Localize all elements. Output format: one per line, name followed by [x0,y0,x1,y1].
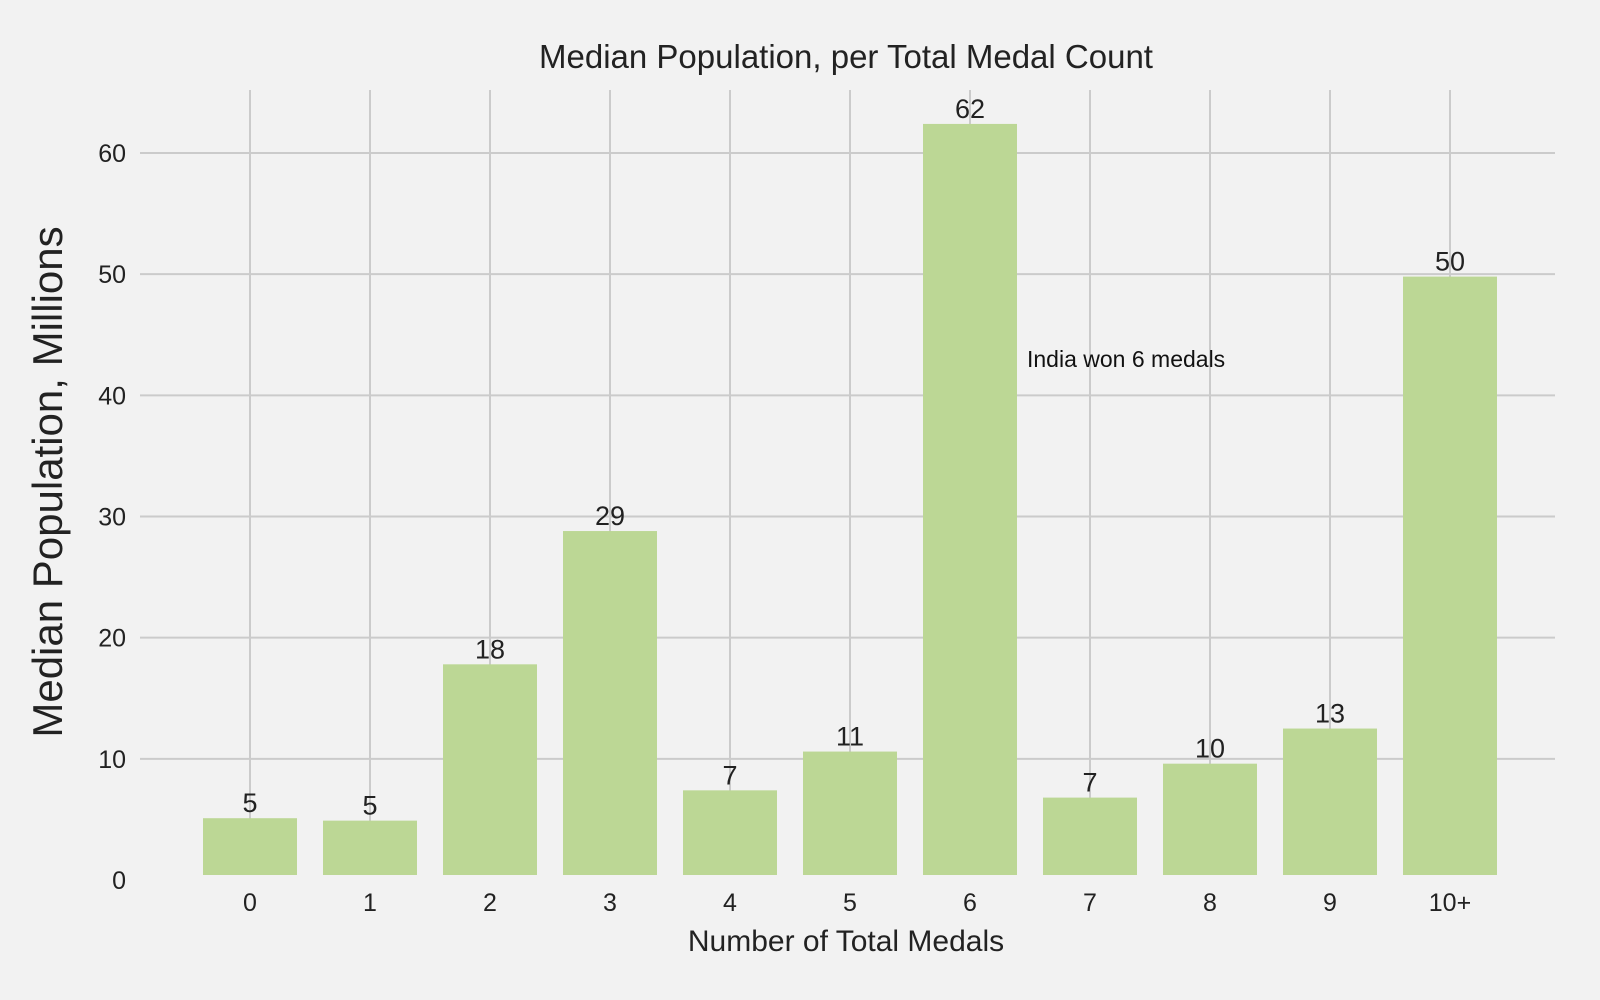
x-tick-label: 8 [1203,889,1217,917]
bar-2 [443,664,537,875]
x-tick-label: 9 [1323,889,1337,917]
bar-7 [1043,797,1137,875]
grid-layer [140,90,1555,874]
y-tick-label: 60 [98,140,126,168]
bar-value-label: 11 [836,722,864,752]
bar-3 [563,531,657,875]
x-tick-label: 4 [723,889,737,917]
bar-value-label: 29 [595,501,625,531]
x-tick-label: 6 [963,889,977,917]
x-tick-label: 7 [1083,889,1097,917]
bar-value-label: 18 [475,634,505,664]
y-tick-label: 40 [98,382,126,410]
bar-9 [1283,728,1377,875]
bar-8 [1163,763,1257,875]
bar-value-label: 5 [362,791,377,821]
bar-value-label: 5 [242,788,257,818]
bar-value-label: 7 [722,760,737,790]
label-layer: 5 5 18 29 7 11 62 7 10 13 50 [242,94,1465,821]
y-tick-label: 30 [98,504,126,532]
x-tick-label: 1 [363,889,377,917]
y-tick-label: 50 [98,261,126,289]
tick-layer: 0 10 20 30 40 50 60 0 1 2 3 4 5 6 7 8 9 10+ [98,140,1471,917]
bar-value-label: 62 [955,94,985,124]
bar-4 [683,790,777,875]
bar-0 [203,818,297,875]
bar-value-label: 10 [1195,734,1225,764]
y-tick-label: 20 [98,625,126,653]
x-axis-label: Number of Total Medals [688,925,1004,958]
y-axis-label: Median Population, Millions [24,226,71,737]
bar-value-label: 7 [1082,768,1097,798]
bar-value-label: 50 [1435,247,1465,277]
bar-value-label: 13 [1315,699,1345,729]
x-tick-label: 3 [603,889,617,917]
x-tick-label: 10+ [1429,889,1471,917]
x-tick-label: 0 [243,889,257,917]
x-tick-label: 5 [843,889,857,917]
bar-5 [803,751,897,875]
y-tick-label: 10 [98,746,126,774]
bar-1 [323,820,417,875]
x-tick-label: 2 [483,889,497,917]
bar-10plus [1403,276,1497,876]
y-tick-label: 0 [112,867,126,895]
chart-title: Median Population, per Total Medal Count [539,38,1153,75]
annotation-india: India won 6 medals [1027,346,1225,372]
bar-6 [923,123,1017,876]
bar-layer [203,123,1497,876]
